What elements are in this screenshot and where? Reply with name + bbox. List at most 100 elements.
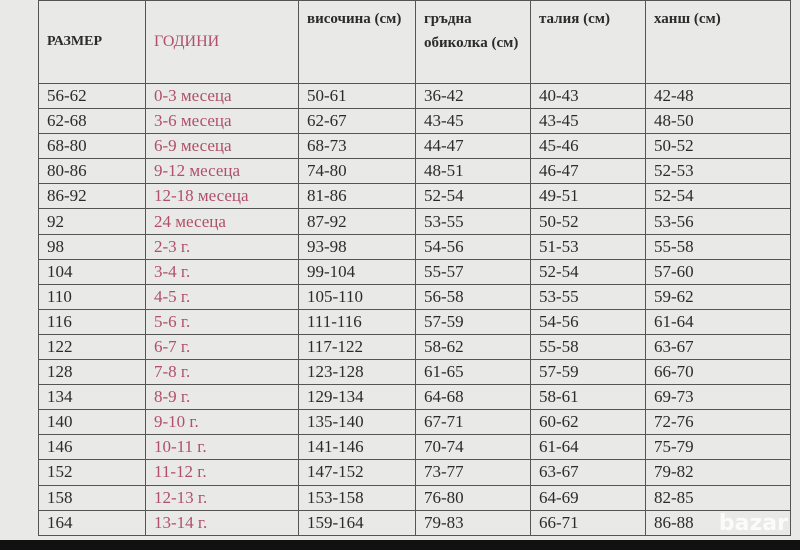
table-row: 110 4-5 г. 105-110 56-58 53-55 59-62 [38,283,791,310]
table-row: 128 7-8 г. 123-128 61-65 57-59 66-70 [38,359,791,386]
table-cell: 152 [38,459,146,486]
table-row: 62-68 3-6 месеца 62-67 43-45 43-45 48-50 [38,108,791,135]
table-cell: 57-60 [645,258,791,285]
table-cell: 134 [38,384,146,411]
table-cell: 53-55 [415,208,531,235]
table-cell: 68-80 [38,133,146,160]
table-cell: 55-57 [415,258,531,285]
table-cell: 8-9 г. [145,384,299,411]
table-row: 92 24 месеца 87-92 53-55 50-52 53-56 [38,208,791,235]
table-row: 158 12-13 г. 153-158 76-80 64-69 82-85 [38,484,791,511]
table-row: 104 3-4 г. 99-104 55-57 52-54 57-60 [38,258,791,285]
table-cell: 48-51 [415,158,531,185]
table-cell: 87-92 [298,208,416,235]
table-row: 68-80 6-9 месеца 68-73 44-47 45-46 50-52 [38,133,791,160]
table-cell: 66-71 [530,509,646,536]
table-cell: 56-58 [415,283,531,310]
bottom-bar [0,540,800,550]
table-cell: 7-8 г. [145,359,299,386]
table-cell: 68-73 [298,133,416,160]
size-table-wrap: РАЗМЕР ГОДИНИ височина (см) гръдна обиколка… [38,0,791,536]
table-cell: 64-68 [415,384,531,411]
table-cell: 49-51 [530,183,646,210]
table-cell: 76-80 [415,484,531,511]
table-cell: 92 [38,208,146,235]
table-row: 164 13-14 г. 159-164 79-83 66-71 86-88 [38,509,791,536]
table-cell: 74-80 [298,158,416,185]
table-cell: 54-56 [530,308,646,335]
table-cell: 82-85 [645,484,791,511]
table-row: 86-92 12-18 месеца 81-86 52-54 49-51 52-54 [38,183,791,210]
table-cell: 53-56 [645,208,791,235]
table-cell: 63-67 [645,333,791,361]
table-cell: 0-3 месеца [145,82,299,110]
table-cell: 99-104 [298,258,416,285]
table-cell: 55-58 [645,233,791,260]
table-cell: 98 [38,233,146,260]
table-cell: 46-47 [530,158,646,185]
table-cell: 128 [38,359,146,386]
table-cell: 36-42 [415,82,531,110]
table-cell: 56-62 [38,82,146,110]
table-cell: 45-46 [530,133,646,160]
table-cell: 5-6 г. [145,308,299,335]
table-cell: 11-12 г. [145,459,299,486]
table-cell: 93-98 [298,233,416,260]
table-cell: 58-62 [415,333,531,361]
table-cell: 70-74 [415,434,531,461]
table-cell: 72-76 [645,409,791,436]
table-cell: 164 [38,509,146,536]
table-cell: 50-52 [645,133,791,160]
table-cell: 60-62 [530,409,646,436]
table-cell: 58-61 [530,384,646,411]
header-cell: РАЗМЕР [38,0,146,84]
table-row: 152 11-12 г. 147-152 73-77 63-67 79-82 [38,459,791,486]
table-cell: 75-79 [645,434,791,461]
table-row: 134 8-9 г. 129-134 64-68 58-61 69-73 [38,384,791,411]
table-cell: 6-7 г. [145,333,299,361]
table-cell: 81-86 [298,183,416,210]
table-cell: 140 [38,409,146,436]
table-cell: 147-152 [298,459,416,486]
table-cell: 52-53 [645,158,791,185]
table-cell: 110 [38,283,146,310]
table-cell: 10-11 г. [145,434,299,461]
table-cell: 111-116 [298,308,416,335]
table-row: 80-86 9-12 месеца 74-80 48-51 46-47 52-53 [38,158,791,185]
table-cell: 86-92 [38,183,146,210]
table-cell: 57-59 [415,308,531,335]
header-cell: височина (см) [298,0,416,84]
table-cell: 63-67 [530,459,646,486]
table-cell: 9-10 г. [145,409,299,436]
table-cell: 146 [38,434,146,461]
table-row: 146 10-11 г. 141-146 70-74 61-64 75-79 [38,434,791,461]
table-row: 122 6-7 г. 117-122 58-62 55-58 63-67 [38,333,791,361]
table-cell: 123-128 [298,359,416,386]
table-cell: 24 месеца [145,208,299,235]
table-cell: 54-56 [415,233,531,260]
table-cell: 153-158 [298,484,416,511]
table-cell: 159-164 [298,509,416,536]
table-cell: 116 [38,308,146,335]
table-row: 98 2-3 г. 93-98 54-56 51-53 55-58 [38,233,791,260]
table-cell: 53-55 [530,283,646,310]
table-cell: 117-122 [298,333,416,361]
table-cell: 67-71 [415,409,531,436]
size-table: РАЗМЕР ГОДИНИ височина (см) гръдна обиколка… [38,0,791,536]
table-cell: 122 [38,333,146,361]
table-cell: 66-70 [645,359,791,386]
table-cell: 80-86 [38,158,146,185]
header-row: РАЗМЕР ГОДИНИ височина (см) гръдна обиколка… [38,0,791,84]
table-cell: 79-83 [415,509,531,536]
table-cell: 40-43 [530,82,646,110]
table-cell: 135-140 [298,409,416,436]
table-cell: 44-47 [415,133,531,160]
table-cell: 69-73 [645,384,791,411]
table-cell: 42-48 [645,82,791,110]
table-cell: 52-54 [645,183,791,210]
table-cell: 43-45 [415,108,531,135]
table-cell: 61-64 [645,308,791,335]
watermark: bazar [718,511,788,536]
table-cell: 50-61 [298,82,416,110]
table-cell: 62-67 [298,108,416,135]
